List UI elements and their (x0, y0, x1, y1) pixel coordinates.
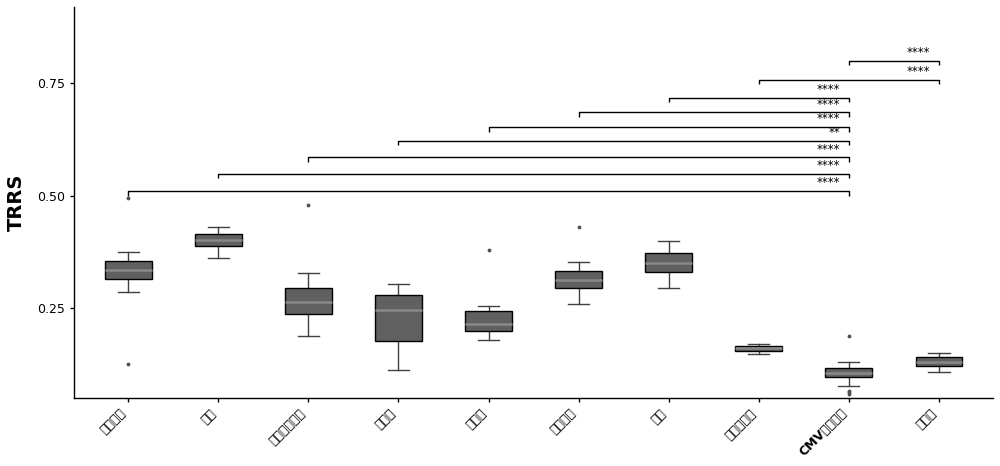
Text: ****: **** (906, 46, 930, 59)
Text: ****: **** (816, 98, 840, 110)
Bar (645, 253, 692, 272)
Bar (916, 357, 962, 366)
Bar (375, 295, 422, 342)
Bar (825, 369, 872, 377)
Text: ****: **** (816, 176, 840, 189)
Bar (285, 288, 332, 314)
Bar (195, 234, 242, 247)
Text: **: ** (828, 126, 840, 139)
Text: ****: **** (816, 83, 840, 96)
Text: ****: **** (816, 112, 840, 125)
Text: ****: **** (906, 65, 930, 78)
Bar (465, 311, 512, 331)
Y-axis label: TRRS: TRRS (7, 174, 26, 231)
Text: ****: **** (816, 159, 840, 172)
Bar (555, 271, 602, 288)
Bar (735, 346, 782, 351)
Bar (105, 260, 152, 279)
Text: ****: **** (816, 143, 840, 156)
